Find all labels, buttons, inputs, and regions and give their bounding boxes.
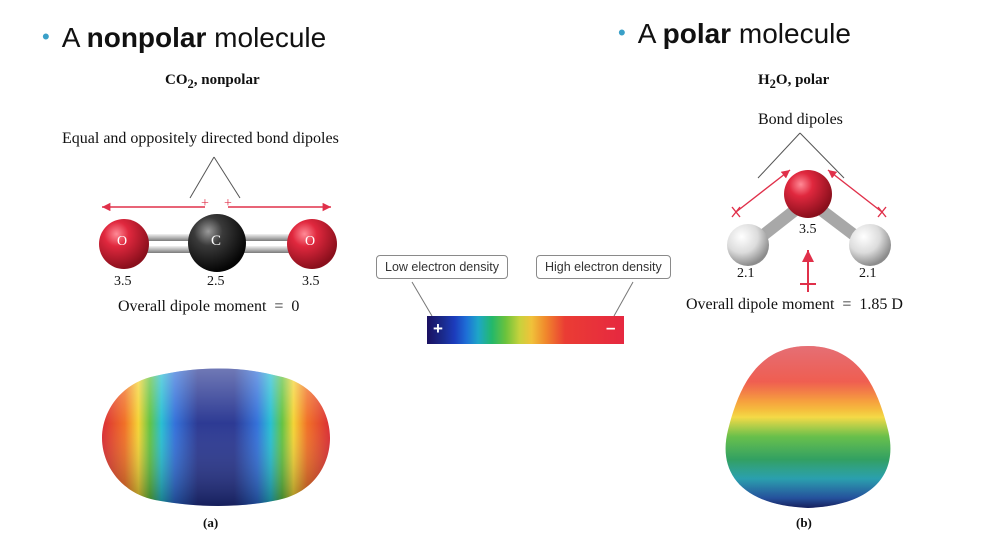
co2-title: CO2, nonpolar <box>165 72 260 91</box>
plus-sign-right: + <box>224 196 232 211</box>
atom-label-o-left: O <box>117 234 128 249</box>
scale-minus-sign: – <box>606 318 616 337</box>
h2o-dipole-arrows <box>731 169 887 218</box>
bullet-icon: • <box>42 24 50 49</box>
electronegativity-o-left: 3.5 <box>114 274 132 289</box>
legend-connectors <box>411 281 634 317</box>
bullet-icon: • <box>618 20 626 45</box>
bond-dipoles-label-right: Bond dipoles <box>758 111 843 128</box>
low-density-label: Low electron density <box>376 255 508 279</box>
caption-a: (a) <box>203 515 219 530</box>
plus-sign-left: + <box>201 196 209 211</box>
electronegativity-o-right: 3.5 <box>302 274 320 289</box>
dipole-moment-left: Overall dipole moment = 0 <box>118 298 300 315</box>
heading-polar: • A polar molecule <box>618 18 851 49</box>
electronegativity-c: 2.5 <box>207 274 225 289</box>
electron-density-scale <box>427 316 624 344</box>
h2o-potential-map <box>725 346 891 508</box>
oxygen-atom-right <box>287 219 337 269</box>
hydrogen-atom-right <box>849 224 891 266</box>
bond-dipoles-label-left: Equal and oppositely directed bond dipol… <box>62 130 339 147</box>
heading-nonpolar: • A nonpolar molecule <box>42 22 327 53</box>
electronegativity-h-left: 2.1 <box>737 266 755 281</box>
overall-dipole-arrow <box>800 250 816 292</box>
high-density-label: High electron density <box>536 255 671 279</box>
atom-label-o-right: O <box>305 234 316 249</box>
scale-plus-sign: + <box>433 319 443 338</box>
caption-b: (b) <box>796 515 812 530</box>
dipole-moment-right: Overall dipole moment = 1.85 D <box>686 296 903 313</box>
co2-potential-map <box>102 368 330 506</box>
h2o-title: H2O, polar <box>758 72 830 91</box>
carbon-atom <box>188 214 246 272</box>
bond-label-connector-left <box>189 156 241 199</box>
electronegativity-o: 3.5 <box>799 222 817 237</box>
atom-label-c: C <box>211 233 222 249</box>
electronegativity-h-right: 2.1 <box>859 266 877 281</box>
co2-bonds <box>140 234 294 253</box>
oxygen-atom-left <box>99 219 149 269</box>
hydrogen-atom-left <box>727 224 769 266</box>
h2o-oxygen-atom <box>784 170 832 218</box>
